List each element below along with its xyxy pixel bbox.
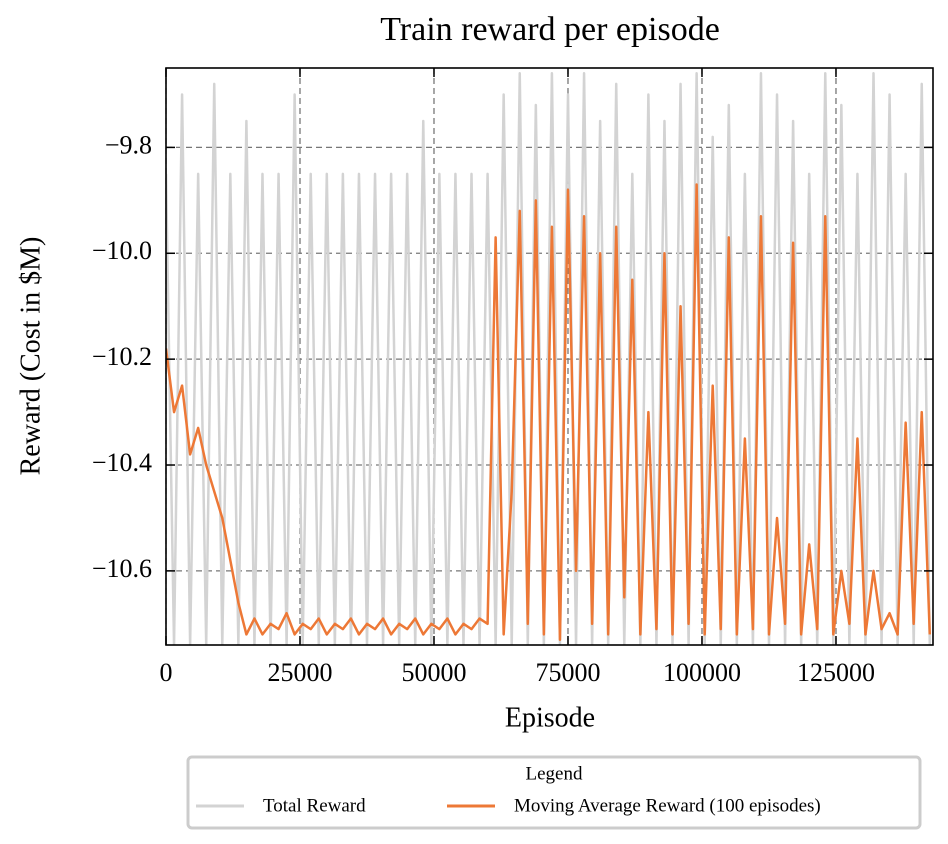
legend-label: Moving Average Reward (100 episodes) — [514, 795, 821, 816]
y-tick-label: −10.6 — [92, 554, 152, 583]
legend-label: Total Reward — [263, 795, 366, 816]
y-tick-label: −10.0 — [92, 236, 152, 265]
x-tick-label: 25000 — [267, 658, 332, 687]
x-axis-label: Episode — [505, 702, 595, 733]
y-axis-label: Reward (Cost in $M) — [15, 237, 46, 476]
x-tick-label: 125000 — [797, 658, 875, 687]
x-tick-label: 75000 — [535, 658, 600, 687]
y-tick-label: −10.2 — [92, 342, 152, 371]
plot-lines — [166, 72, 932, 645]
y-tick-label: −10.4 — [92, 448, 152, 477]
legend: Legend Total Reward Moving Average Reward… — [186, 755, 922, 830]
series-line — [166, 183, 932, 641]
legend-box — [186, 755, 922, 830]
chart-title: Train reward per episode — [380, 11, 720, 48]
y-tick-label: −9.8 — [105, 130, 152, 159]
legend-title: Legend — [526, 763, 583, 784]
plot-frame — [165, 67, 934, 646]
x-tick-label: 50000 — [401, 658, 466, 687]
ticks: 0 25000 50000 75000 100000 125000 −10.6 −10.4 −1… — [92, 68, 933, 687]
x-tick-label: 100000 — [663, 658, 741, 687]
x-tick-label: 0 — [160, 658, 173, 687]
series-line — [166, 72, 932, 645]
